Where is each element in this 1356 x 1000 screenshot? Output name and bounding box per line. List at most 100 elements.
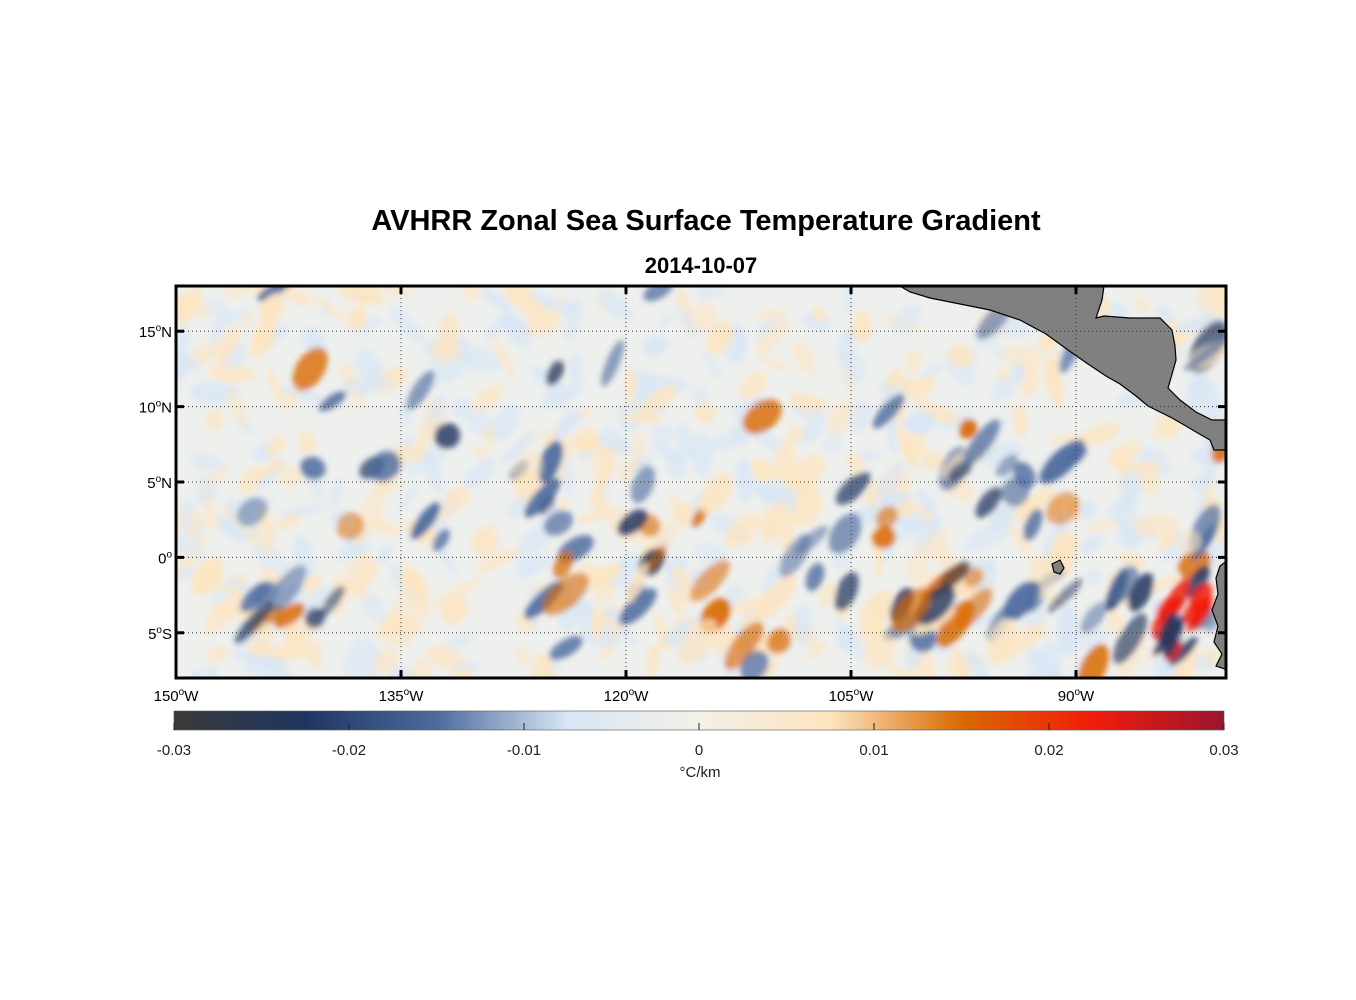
field-feature	[542, 572, 589, 616]
field-feature	[524, 477, 561, 518]
chart-subtitle: 2014-10-07	[644, 253, 758, 278]
colorbar-tick-label: -0.02	[332, 742, 366, 759]
field-feature	[939, 561, 971, 589]
field-feature	[766, 628, 792, 654]
field-speckle	[441, 598, 469, 625]
field-feature	[756, 318, 789, 355]
field-feature	[750, 578, 795, 623]
field-feature	[761, 514, 785, 545]
field-feature	[963, 567, 984, 588]
field-feature	[592, 563, 622, 588]
field-speckle	[1106, 610, 1125, 634]
field-speckle	[541, 385, 576, 409]
field-feature	[1076, 643, 1109, 678]
field-speckle	[598, 289, 633, 321]
field-speckle	[690, 431, 713, 478]
field-speckle	[672, 501, 697, 527]
field-feature	[549, 635, 584, 661]
field-speckle	[843, 286, 855, 314]
field-speckle	[375, 623, 415, 646]
field-speckle	[278, 466, 302, 489]
field-speckle	[372, 519, 399, 536]
field-feature-coastal	[1186, 594, 1215, 632]
field-feature-coastal	[1163, 578, 1190, 620]
colorbar-tick-label: 0.03	[1209, 742, 1238, 759]
field-speckle	[1007, 522, 1032, 554]
field-speckle	[335, 543, 375, 560]
field-speckle	[915, 401, 961, 424]
field-speckle	[1174, 315, 1223, 333]
field-feature	[346, 552, 373, 593]
field-feature	[678, 618, 718, 664]
field-speckle	[569, 352, 584, 395]
field-speckle	[645, 645, 660, 678]
field-feature	[336, 512, 365, 540]
field-speckle	[642, 334, 661, 355]
field-speckle	[676, 423, 692, 450]
field-feature	[947, 343, 974, 368]
field-speckle	[530, 291, 569, 313]
sst-gradient-field	[176, 286, 1226, 678]
field-speckle	[991, 375, 1017, 402]
field-speckle	[216, 515, 248, 543]
field-feature	[872, 393, 905, 429]
field-feature	[872, 526, 896, 549]
field-speckle	[447, 633, 474, 649]
field-speckle	[904, 348, 923, 373]
field-speckle	[553, 409, 581, 441]
field-feature	[740, 650, 770, 678]
field-speckle	[562, 458, 574, 498]
field-speckle	[342, 635, 373, 678]
field-feature	[805, 562, 825, 592]
field-speckle	[277, 512, 300, 530]
field-speckle	[1193, 655, 1215, 672]
field-speckle	[450, 667, 473, 678]
field-feature	[373, 648, 399, 675]
field-feature	[626, 562, 649, 604]
field-feature	[618, 588, 657, 626]
field-feature	[617, 509, 648, 536]
field-feature	[916, 584, 956, 626]
axis-ticks: 150oW 135oW 120oW 105oW 90oW 15oN 10oN 5oN 0o 5oS	[139, 286, 1226, 705]
field-feature	[900, 432, 928, 459]
field-feature	[643, 286, 674, 302]
field-speckle	[831, 551, 852, 570]
field-speckle	[189, 668, 203, 678]
field-speckle	[189, 381, 241, 405]
field-feature	[258, 293, 285, 327]
field-speckle	[740, 371, 768, 401]
lon-tick-label: 105oW	[829, 687, 875, 705]
field-feature	[905, 527, 949, 574]
field-feature	[834, 571, 859, 611]
field-feature-coastal	[1158, 611, 1177, 646]
field-speckle	[492, 404, 520, 442]
field-speckle	[886, 411, 898, 457]
field-speckle	[267, 368, 285, 407]
field-feature-coastal	[1185, 565, 1210, 599]
field-speckle	[693, 401, 716, 424]
field-feature	[864, 635, 897, 670]
field-feature	[896, 499, 915, 518]
field-feature	[257, 286, 293, 302]
field-feature	[318, 391, 347, 412]
field-speckle	[951, 644, 972, 678]
field-speckle	[425, 450, 443, 494]
field-speckle	[1038, 662, 1063, 678]
field-speckle	[858, 451, 884, 462]
field-feature	[891, 587, 931, 633]
field-speckle	[342, 376, 394, 395]
field-feature	[1039, 439, 1085, 484]
lat-tick-label: 0o	[158, 549, 172, 567]
field-speckle	[429, 339, 462, 363]
field-feature	[637, 385, 677, 418]
field-feature	[835, 471, 871, 505]
field-speckle	[1145, 573, 1181, 594]
field-speckle	[1077, 423, 1121, 447]
field-feature	[304, 607, 325, 629]
field-feature	[191, 557, 224, 596]
field-speckle	[204, 665, 217, 678]
field-speckle	[702, 433, 750, 451]
field-feature	[963, 419, 1001, 466]
field-feature	[267, 565, 307, 613]
field-speckle	[176, 531, 207, 560]
